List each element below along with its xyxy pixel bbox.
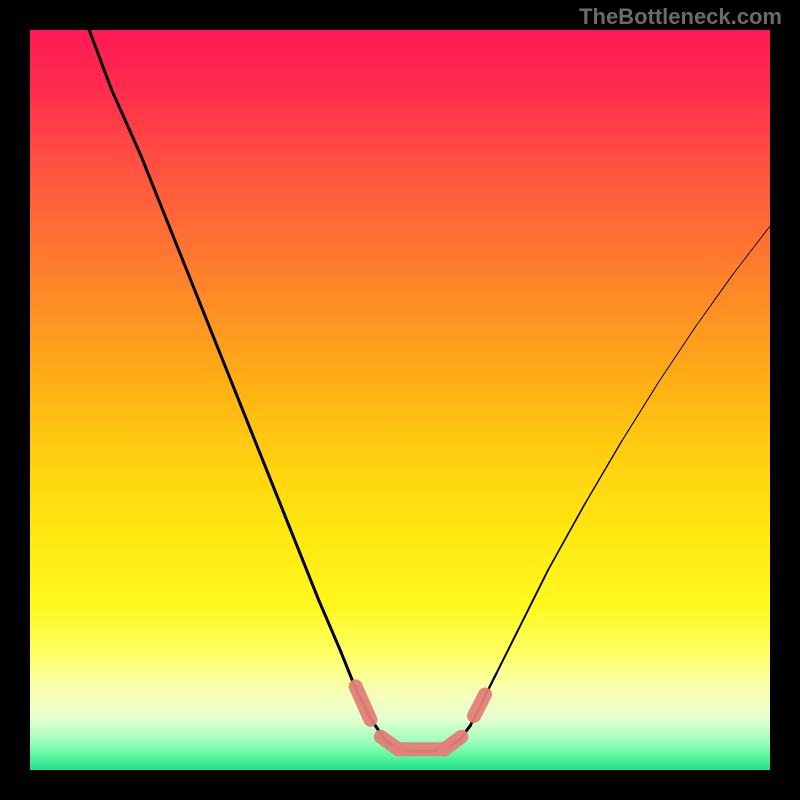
plot-area: [30, 30, 770, 770]
watermark-text: TheBottleneck.com: [579, 4, 782, 30]
bottleneck-curve: [30, 30, 770, 770]
curve-line: [89, 30, 770, 752]
highlight-segments: [356, 686, 486, 749]
